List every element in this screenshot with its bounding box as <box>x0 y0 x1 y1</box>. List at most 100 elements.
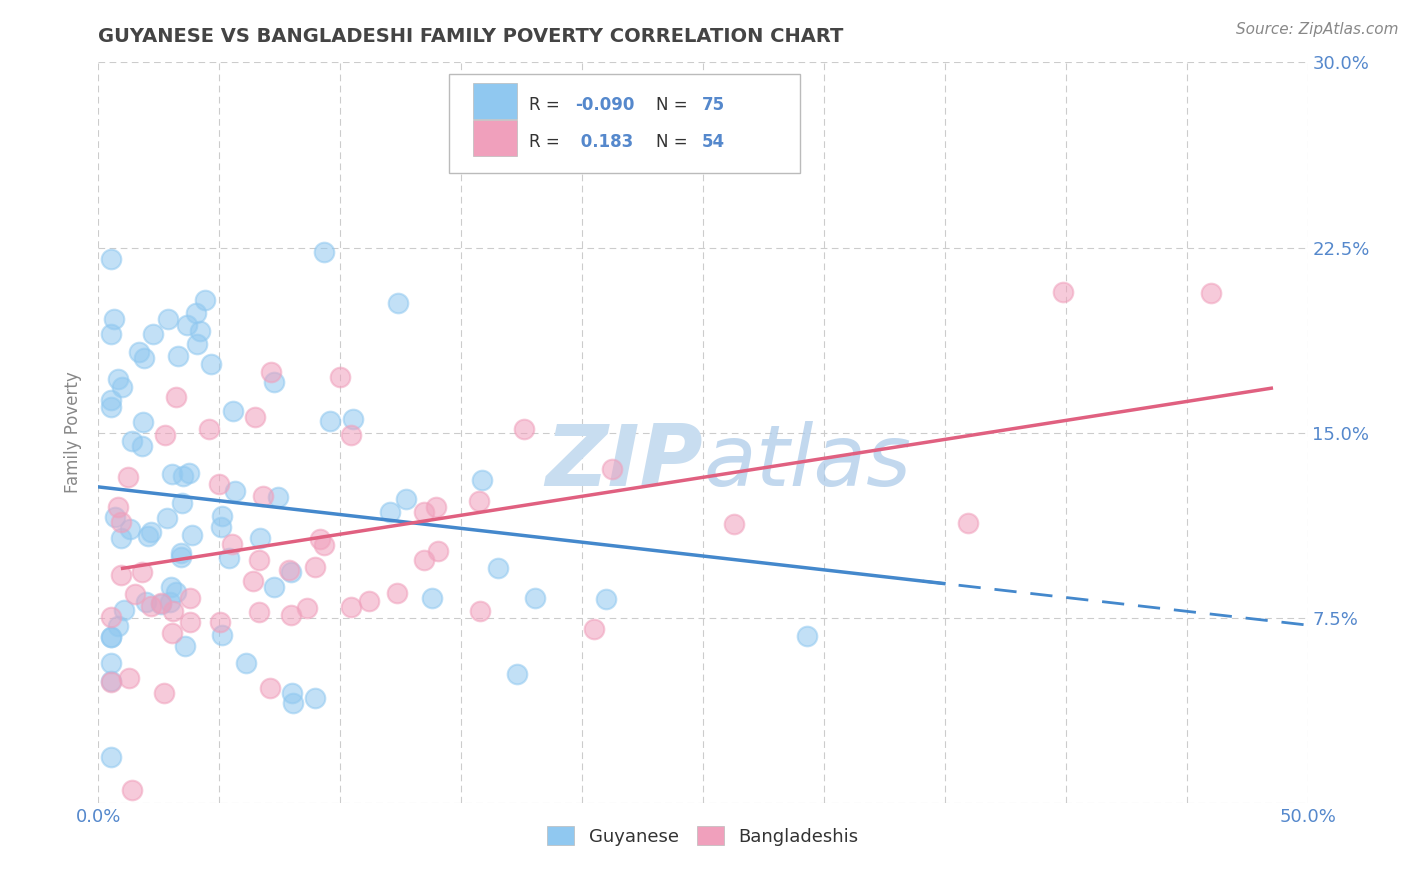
Point <box>247 605 270 619</box>
Point <box>142 327 165 342</box>
Point <box>100 673 122 688</box>
Point <box>583 623 606 637</box>
Point <box>314 538 336 552</box>
Point <box>107 619 129 633</box>
Point <box>156 312 179 326</box>
Point <box>209 520 232 534</box>
Point <box>194 293 217 308</box>
Point <box>339 428 361 442</box>
Point <box>104 509 127 524</box>
Point <box>100 610 122 624</box>
Point <box>486 561 509 575</box>
Point <box>359 594 381 608</box>
Point <box>186 336 208 351</box>
Point <box>153 686 176 700</box>
Point <box>131 565 153 579</box>
Point <box>165 390 187 404</box>
Point <box>100 750 122 764</box>
Point <box>342 412 364 426</box>
Point <box>159 580 181 594</box>
Point <box>155 510 177 524</box>
Point <box>136 529 159 543</box>
Point <box>385 586 408 600</box>
Point <box>295 600 318 615</box>
Point <box>280 565 302 579</box>
Point <box>263 375 285 389</box>
Point <box>242 574 264 589</box>
Point <box>513 422 536 436</box>
Point <box>100 630 122 644</box>
Point <box>118 522 141 536</box>
Text: GUYANESE VS BANGLADESHI FAMILY POVERTY CORRELATION CHART: GUYANESE VS BANGLADESHI FAMILY POVERTY C… <box>98 27 844 45</box>
Point <box>260 365 283 379</box>
Legend: Guyanese, Bangladeshis: Guyanese, Bangladeshis <box>540 819 866 853</box>
Point <box>304 691 326 706</box>
Point <box>1052 285 1074 300</box>
Point <box>796 629 818 643</box>
Point <box>387 295 409 310</box>
Text: atlas: atlas <box>703 421 911 504</box>
Point <box>118 672 141 686</box>
Point <box>132 415 155 429</box>
Point <box>197 422 219 436</box>
Point <box>218 551 240 566</box>
Point <box>211 508 233 523</box>
Point <box>100 252 122 267</box>
Point <box>160 467 183 481</box>
Point <box>100 630 122 644</box>
Point <box>166 585 188 599</box>
Point <box>111 380 134 394</box>
Point <box>312 245 335 260</box>
Point <box>159 595 181 609</box>
FancyBboxPatch shape <box>449 73 800 173</box>
Point <box>280 607 302 622</box>
Text: 54: 54 <box>702 133 725 151</box>
Point <box>170 550 193 565</box>
Point <box>110 531 132 545</box>
Point <box>124 587 146 601</box>
Point <box>723 516 745 531</box>
Text: N =: N = <box>655 133 693 151</box>
Point <box>304 559 326 574</box>
Point <box>188 324 211 338</box>
Point <box>426 544 449 558</box>
Point <box>329 369 352 384</box>
Point <box>413 505 436 519</box>
Text: Source: ZipAtlas.com: Source: ZipAtlas.com <box>1236 22 1399 37</box>
Point <box>172 469 194 483</box>
Point <box>221 537 243 551</box>
Point <box>956 516 979 531</box>
Point <box>471 473 494 487</box>
Point <box>524 591 547 606</box>
Point <box>107 500 129 515</box>
Point <box>110 515 132 529</box>
Point <box>378 505 401 519</box>
Point <box>167 350 190 364</box>
Point <box>247 553 270 567</box>
Point <box>103 311 125 326</box>
Text: ZIP: ZIP <box>546 421 703 504</box>
Point <box>595 591 617 606</box>
Point <box>170 546 193 560</box>
Point <box>107 372 129 386</box>
Point <box>208 476 231 491</box>
Point <box>281 686 304 700</box>
Point <box>249 531 271 545</box>
Point <box>132 351 155 366</box>
Text: R =: R = <box>529 133 565 151</box>
Point <box>259 681 281 695</box>
Point <box>209 615 232 630</box>
Point <box>100 656 122 670</box>
Text: 0.183: 0.183 <box>575 133 633 151</box>
Point <box>222 404 245 418</box>
Point <box>100 675 122 690</box>
Point <box>179 615 201 629</box>
Text: 75: 75 <box>702 95 725 113</box>
Point <box>425 500 447 515</box>
Point <box>155 427 177 442</box>
Point <box>319 414 342 428</box>
Point <box>412 553 434 567</box>
Point <box>160 626 183 640</box>
Point <box>174 639 197 653</box>
Point <box>186 306 208 320</box>
